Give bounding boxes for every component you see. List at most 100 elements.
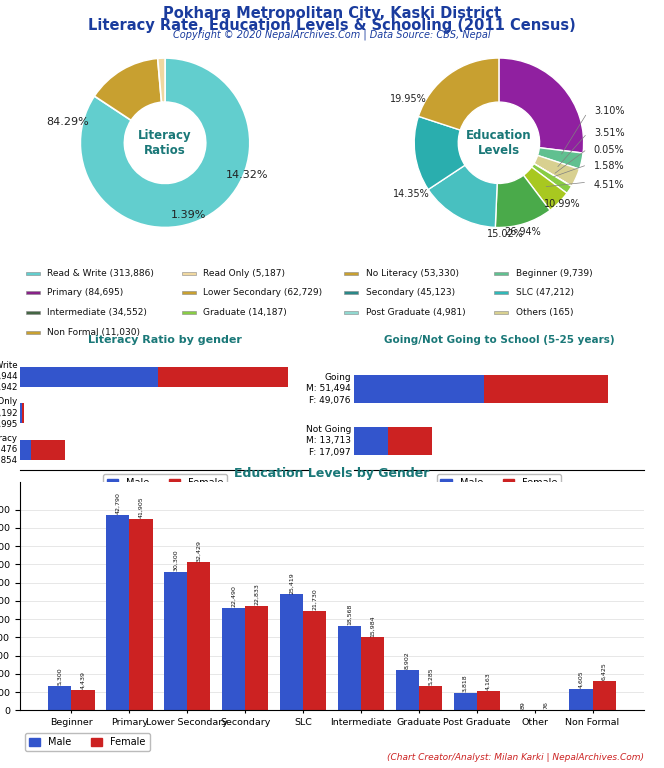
Text: Literacy Rate, Education Levels & Schooling (2011 Census): Literacy Rate, Education Levels & School… [88, 18, 576, 33]
Text: Read Only (5,187): Read Only (5,187) [203, 269, 286, 277]
Text: Post Graduate (4,981): Post Graduate (4,981) [366, 308, 465, 317]
Text: 15,984: 15,984 [370, 615, 375, 637]
Bar [26, 311, 40, 314]
Bar [129, 519, 153, 710]
Text: 10.99%: 10.99% [544, 199, 581, 209]
Bar [419, 687, 442, 710]
Bar [106, 515, 129, 710]
Bar [494, 272, 508, 275]
Bar [222, 607, 245, 710]
Bar [454, 693, 477, 710]
Text: 6,425: 6,425 [602, 663, 607, 680]
Bar [303, 611, 326, 710]
Bar [182, 272, 196, 275]
Bar [20, 439, 31, 459]
Bar [72, 690, 94, 710]
Text: 4,605: 4,605 [578, 671, 584, 688]
Text: Copyright © 2020 NepalArchives.Com | Data Source: CBS, Nepal: Copyright © 2020 NepalArchives.Com | Dat… [173, 29, 491, 40]
Text: 1.58%: 1.58% [594, 161, 624, 171]
Legend: Male, Female: Male, Female [25, 733, 149, 751]
Bar [570, 690, 592, 710]
Text: 3.10%: 3.10% [594, 105, 624, 115]
Text: 4.51%: 4.51% [594, 180, 624, 190]
Text: 42,790: 42,790 [116, 492, 120, 515]
Bar [338, 626, 361, 710]
Bar [48, 687, 72, 710]
Wedge shape [534, 164, 572, 187]
Bar [164, 572, 187, 710]
Wedge shape [532, 164, 572, 194]
Text: 18,568: 18,568 [347, 604, 352, 625]
Text: 14.32%: 14.32% [226, 170, 268, 180]
Wedge shape [94, 58, 161, 121]
Bar [494, 291, 508, 294]
Text: 3,818: 3,818 [463, 674, 467, 692]
Text: 8,902: 8,902 [405, 651, 410, 669]
Bar [182, 311, 196, 314]
Text: 26.94%: 26.94% [504, 227, 541, 237]
Bar [345, 272, 358, 275]
Text: 0.05%: 0.05% [594, 144, 624, 154]
Bar [158, 366, 288, 386]
Bar [354, 427, 388, 455]
Legend: Male, Female: Male, Female [436, 474, 561, 492]
Wedge shape [523, 167, 567, 210]
Text: 5,285: 5,285 [428, 667, 433, 685]
Wedge shape [414, 116, 465, 190]
Text: No Literacy (53,330): No Literacy (53,330) [366, 269, 459, 277]
Bar [245, 606, 268, 710]
Text: Secondary (45,123): Secondary (45,123) [366, 289, 455, 297]
Text: Others (165): Others (165) [515, 308, 573, 317]
Text: Education
Levels: Education Levels [466, 129, 532, 157]
Text: Read & Write (313,886): Read & Write (313,886) [47, 269, 154, 277]
Bar [494, 311, 508, 314]
Bar [280, 594, 303, 710]
Bar [484, 375, 608, 403]
Text: 32,429: 32,429 [197, 540, 201, 561]
Text: Literacy
Ratios: Literacy Ratios [138, 129, 192, 157]
Wedge shape [499, 58, 584, 153]
Title: Going/Not Going to School (5-25 years): Going/Not Going to School (5-25 years) [384, 336, 614, 346]
Bar [182, 291, 196, 294]
Bar [31, 439, 66, 459]
Wedge shape [538, 147, 583, 169]
Text: 1.39%: 1.39% [171, 210, 207, 220]
Bar [354, 375, 484, 403]
Text: 4,163: 4,163 [486, 673, 491, 690]
Text: Non Formal (11,030): Non Formal (11,030) [47, 328, 140, 337]
Text: 25,419: 25,419 [289, 572, 294, 594]
Bar [345, 311, 358, 314]
Wedge shape [157, 58, 165, 102]
Bar [388, 427, 432, 455]
Bar [396, 670, 419, 710]
Text: 84.29%: 84.29% [46, 117, 89, 127]
Text: 3.51%: 3.51% [594, 127, 624, 137]
Bar [26, 291, 40, 294]
Text: 41,905: 41,905 [138, 497, 143, 518]
Text: (Chart Creator/Analyst: Milan Karki | NepalArchives.Com): (Chart Creator/Analyst: Milan Karki | Ne… [387, 753, 644, 762]
Text: 22,833: 22,833 [254, 584, 259, 605]
Text: Graduate (14,187): Graduate (14,187) [203, 308, 287, 317]
Text: Beginner (9,739): Beginner (9,739) [515, 269, 592, 277]
Text: 21,730: 21,730 [312, 588, 317, 611]
Bar [22, 403, 25, 423]
Wedge shape [418, 58, 499, 130]
Title: Education Levels by Gender: Education Levels by Gender [234, 467, 430, 480]
Text: 14.35%: 14.35% [392, 189, 430, 199]
Text: SLC (47,212): SLC (47,212) [515, 289, 574, 297]
Text: 22,490: 22,490 [231, 585, 236, 607]
Text: 76: 76 [544, 701, 548, 709]
Text: 30,300: 30,300 [173, 550, 178, 571]
Bar [187, 562, 210, 710]
Text: 15.02%: 15.02% [487, 230, 524, 240]
Text: 19.95%: 19.95% [390, 94, 427, 104]
Text: 89: 89 [521, 701, 526, 709]
Text: Intermediate (34,552): Intermediate (34,552) [47, 308, 147, 317]
Wedge shape [428, 165, 497, 227]
Wedge shape [80, 58, 250, 227]
Bar [592, 681, 616, 710]
Wedge shape [495, 175, 550, 227]
Text: Primary (84,695): Primary (84,695) [47, 289, 124, 297]
Bar [26, 331, 40, 334]
Bar [26, 272, 40, 275]
